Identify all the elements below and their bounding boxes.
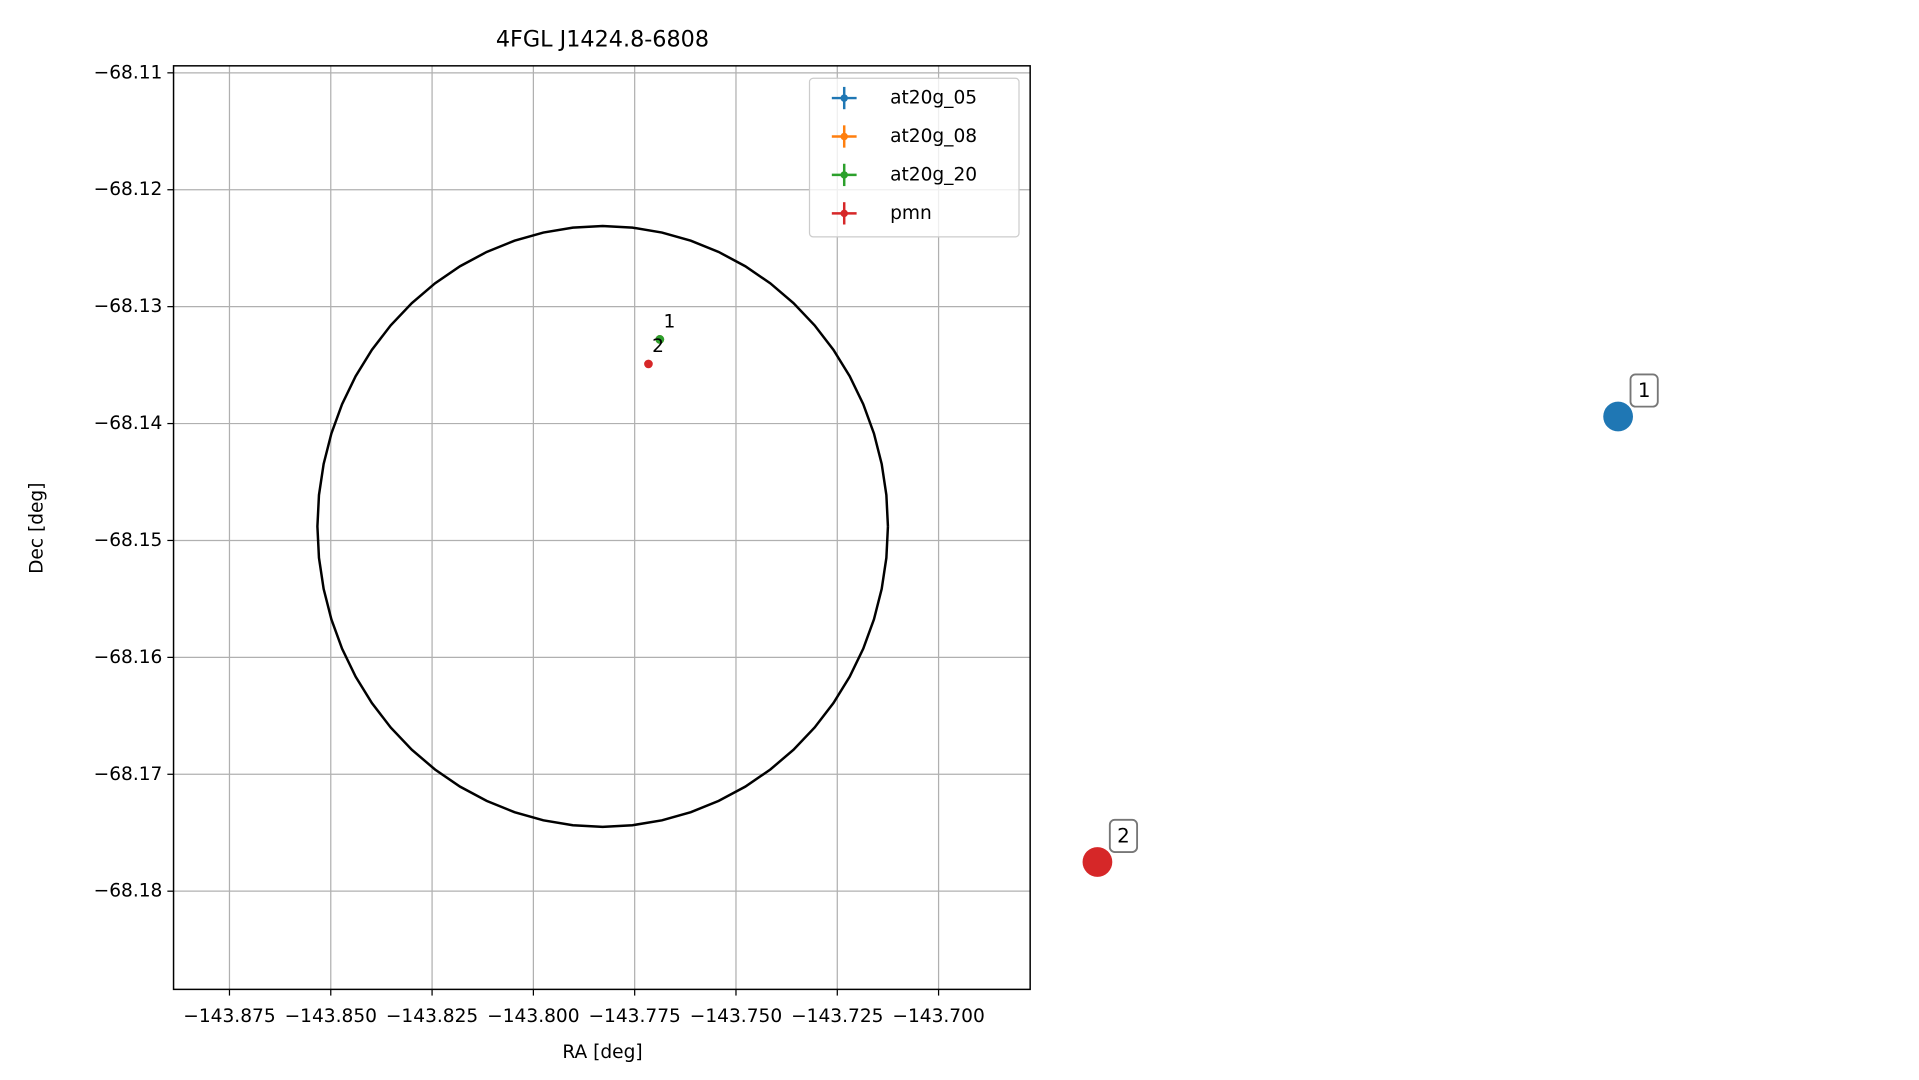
point [655, 335, 665, 344]
y-tick-label: −68.17 [94, 764, 163, 785]
annotation-box [1108, 818, 1139, 853]
legend-marker [840, 209, 848, 218]
y-tick-label: −68.14 [94, 413, 163, 434]
x-tick-label: −143.850 [285, 1006, 377, 1027]
legend-marker [840, 132, 848, 141]
x-axis-label: RA [deg] [562, 1042, 642, 1063]
x-tick-label: −143.750 [690, 1006, 782, 1027]
annotation-point [1082, 847, 1113, 877]
y-tick-label: −68.12 [94, 179, 163, 200]
x-tick-label: −143.700 [892, 1006, 984, 1027]
x-tick-label: −143.875 [183, 1006, 275, 1027]
y-tick-label: −68.13 [94, 296, 163, 317]
y-tick-label: −68.15 [94, 530, 163, 551]
point-label: 2 [652, 336, 664, 357]
x-tick-label: −143.725 [791, 1006, 883, 1027]
annotation-box [1629, 373, 1659, 408]
axes-frame [172, 65, 1031, 991]
x-tick-label: −143.825 [386, 1006, 478, 1027]
legend-marker [840, 171, 848, 179]
point [644, 359, 653, 369]
y-axis-label: Dec [deg] [27, 483, 48, 574]
annotation-point [1603, 401, 1633, 432]
error-ellipse [316, 224, 890, 829]
y-tick-label: −68.16 [94, 647, 163, 668]
point-label: 1 [664, 312, 676, 333]
legend-box [808, 77, 1020, 238]
legend-label: at20g_08 [890, 126, 977, 147]
x-tick-label: −143.800 [487, 1006, 579, 1027]
annotation-label: 2 [1117, 825, 1130, 848]
annotation-label: 1 [1638, 379, 1651, 402]
chart-title: 4FGL J1424.8-6808 [496, 26, 709, 52]
legend-label: at20g_05 [890, 88, 977, 109]
legend-label: at20g_20 [890, 164, 977, 185]
legend-marker [840, 94, 848, 102]
legend-label: pmn [890, 203, 932, 224]
plot-area: 12 [173, 65, 1031, 990]
y-tick-label: −68.11 [94, 62, 163, 83]
x-tick-label: −143.775 [588, 1006, 680, 1027]
y-tick-label: −68.18 [94, 881, 163, 902]
